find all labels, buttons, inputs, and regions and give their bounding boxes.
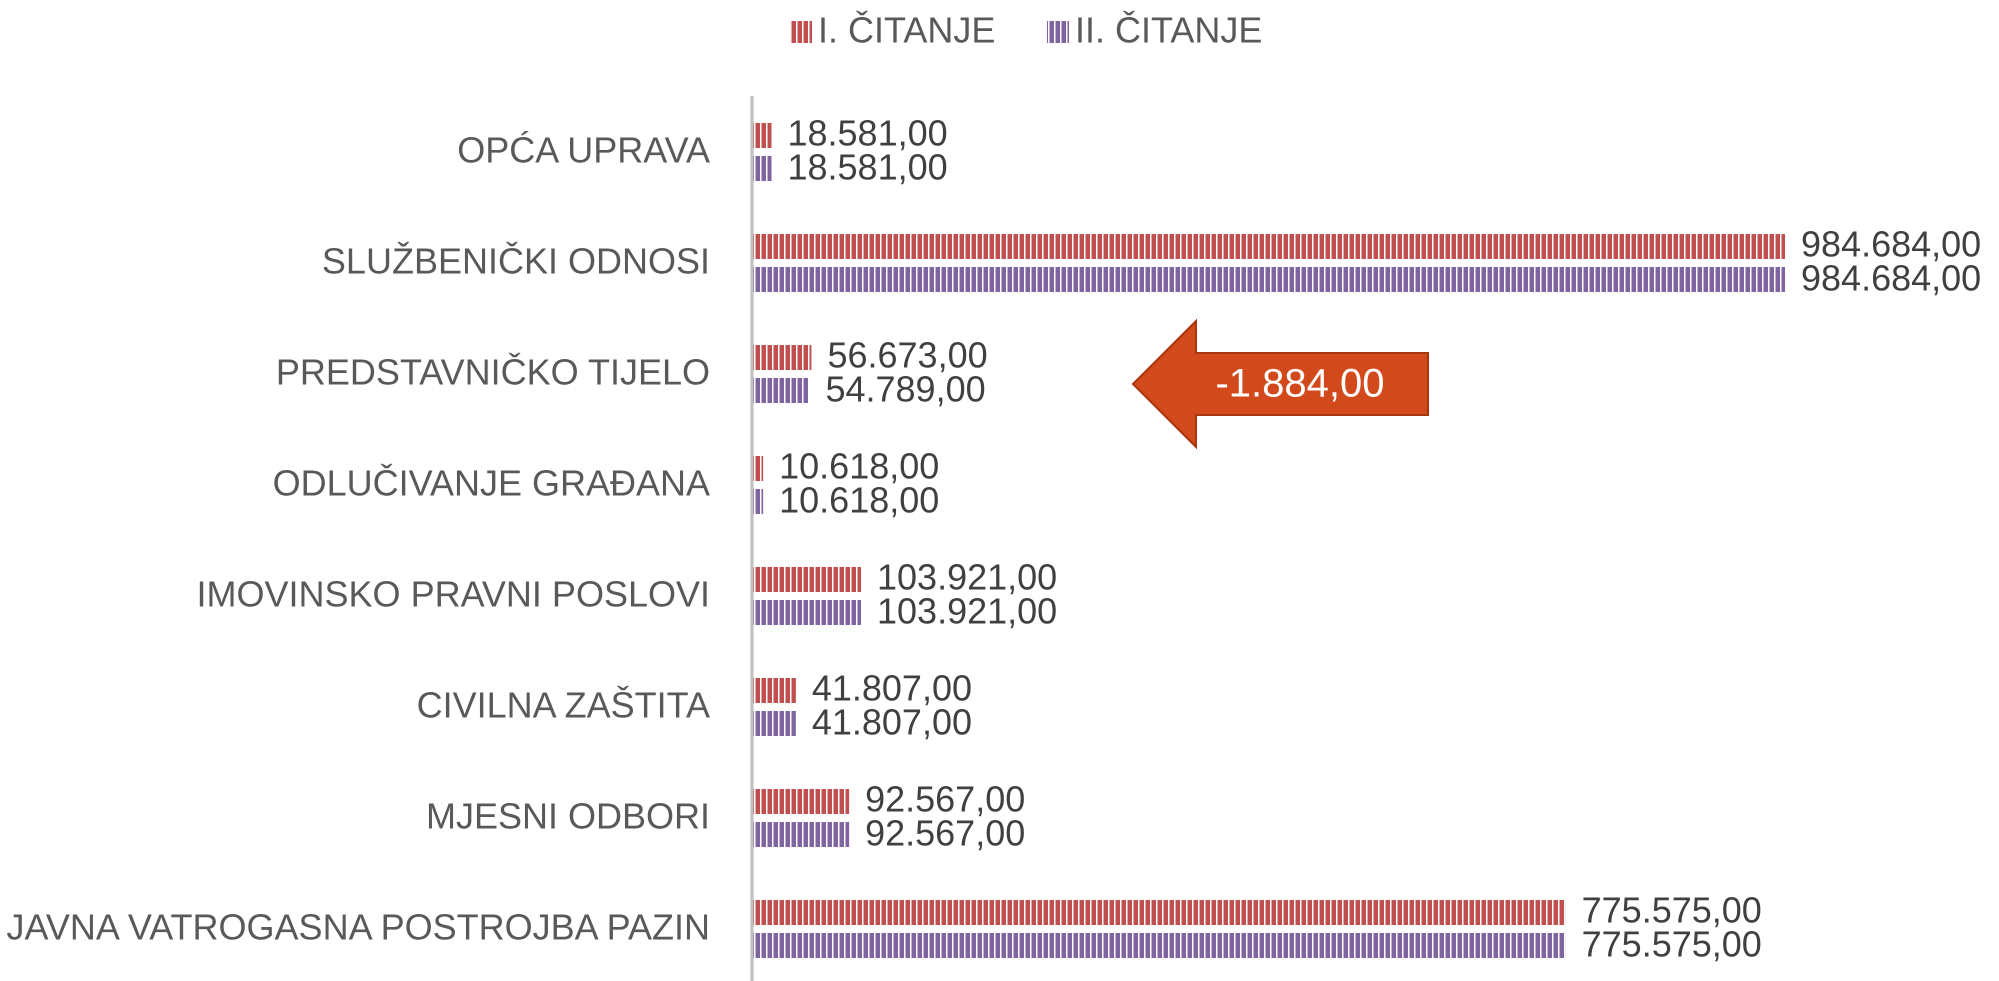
value-label: 984.684,00 xyxy=(1801,224,1981,265)
bar xyxy=(752,822,850,847)
value-label: 18.581,00 xyxy=(787,113,947,154)
bar xyxy=(752,456,764,481)
annotation-text: -1.884,00 xyxy=(1215,362,1384,406)
category-label: CIVILNA ZAŠTITA xyxy=(417,685,710,726)
bar xyxy=(752,123,772,148)
value-label: 18.581,00 xyxy=(787,147,947,188)
legend-label: II. ČITANJE xyxy=(1075,10,1262,51)
bar xyxy=(752,600,862,625)
legend-swatch xyxy=(1047,21,1069,43)
category-label: OPĆA UPRAVA xyxy=(457,130,710,171)
category-label: JAVNA VATROGASNA POSTROJBA PAZIN xyxy=(7,907,711,948)
bar xyxy=(752,933,1566,958)
category-label: MJESNI ODBORI xyxy=(426,796,710,837)
bar xyxy=(752,267,1785,292)
value-label: 984.684,00 xyxy=(1801,258,1981,299)
value-label: 41.807,00 xyxy=(812,668,972,709)
bar xyxy=(752,789,850,814)
bar xyxy=(752,900,1566,925)
value-label: 54.789,00 xyxy=(825,369,985,410)
value-label: 10.618,00 xyxy=(779,480,939,521)
category-label: SLUŽBENIČKI ODNOSI xyxy=(322,241,710,282)
value-label: 92.567,00 xyxy=(865,813,1025,854)
bar xyxy=(752,156,772,181)
arrow-shape xyxy=(1131,318,1429,450)
value-label: 92.567,00 xyxy=(865,779,1025,820)
legend-swatch xyxy=(790,21,812,43)
bar xyxy=(752,678,796,703)
value-label: 41.807,00 xyxy=(812,702,972,743)
value-label: 10.618,00 xyxy=(779,446,939,487)
category-label: ODLUČIVANJE GRAĐANA xyxy=(273,463,710,504)
bar xyxy=(752,234,1785,259)
bar xyxy=(752,567,862,592)
bar xyxy=(752,345,812,370)
value-label: 103.921,00 xyxy=(877,591,1057,632)
legend-label: I. ČITANJE xyxy=(818,10,995,51)
bar xyxy=(752,489,764,514)
category-label: PREDSTAVNIČKO TIJELO xyxy=(276,352,710,393)
category-label: IMOVINSKO PRAVNI POSLOVI xyxy=(197,574,710,615)
annotation-arrow: -1.884,00 xyxy=(1131,318,1429,450)
value-label: 56.673,00 xyxy=(827,335,987,376)
value-label: 103.921,00 xyxy=(877,557,1057,598)
bar xyxy=(752,711,796,736)
bar xyxy=(752,378,810,403)
value-label: 775.575,00 xyxy=(1582,890,1762,931)
value-label: 775.575,00 xyxy=(1582,924,1762,965)
